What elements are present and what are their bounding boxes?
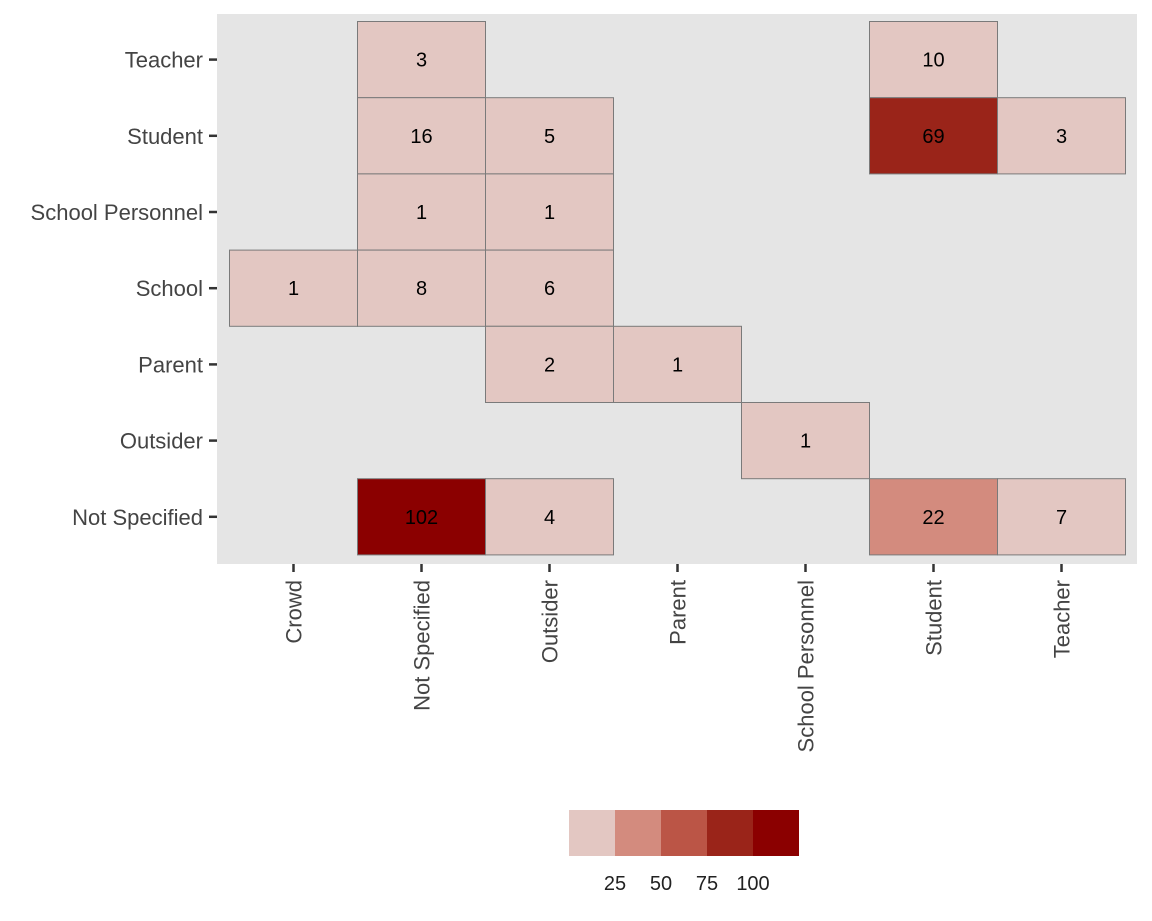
x-axis: Crowd Not Specified Outsider Parent School P… [282, 564, 1075, 752]
x-tick-label-teacher: Teacher [1050, 580, 1075, 658]
y-tick-label-parent: Parent [138, 352, 203, 377]
legend-swatch-1 [569, 810, 615, 856]
cell-not-specified-not-specified [357, 478, 486, 556]
cell-teacher-not-specified [357, 21, 486, 99]
cell-student-not-specified [357, 97, 486, 175]
cell-teacher-not-specified-label: 3 [416, 50, 427, 72]
legend-tick-label-75: 75 [696, 873, 718, 895]
cell-student-student-label: 69 [922, 126, 944, 148]
cell-student-student [869, 97, 998, 175]
cell-student-teacher-label: 3 [1056, 126, 1067, 148]
y-tick-label-school-personnel: School Personnel [31, 200, 203, 225]
cell-student-teacher [997, 97, 1126, 175]
cell-not-specified-outsider-label: 4 [544, 507, 555, 529]
y-tick-label-outsider: Outsider [120, 429, 203, 454]
cell-parent-parent [613, 325, 742, 403]
cell-school-personnel-not-specified [357, 173, 486, 251]
heatmap-cells: 3 10 16 5 69 3 1 1 1 8 6 2 1 1 102 4 22 7 [229, 21, 1126, 556]
cell-school-outsider-label: 6 [544, 278, 555, 300]
x-tick-label-school-personnel: School Personnel [794, 580, 819, 752]
cell-teacher-student [869, 21, 998, 99]
cell-parent-parent-label: 1 [672, 354, 683, 376]
legend-tick-label-100: 100 [736, 873, 769, 895]
cell-parent-outsider [485, 325, 614, 403]
legend-tick-label-50: 50 [650, 873, 672, 895]
cell-student-outsider-label: 5 [544, 126, 555, 148]
legend-tick-label-25: 25 [604, 873, 626, 895]
cell-school-not-specified-label: 8 [416, 278, 427, 300]
cell-parent-outsider-label: 2 [544, 354, 555, 376]
cell-school-crowd-label: 1 [288, 278, 299, 300]
cell-not-specified-teacher [997, 478, 1126, 556]
cell-school-outsider [485, 249, 614, 327]
x-tick-label-outsider: Outsider [538, 580, 563, 663]
x-tick-label-student: Student [922, 580, 947, 656]
cell-not-specified-outsider [485, 478, 614, 556]
legend-swatch-5 [753, 810, 799, 856]
cell-not-specified-not-specified-label: 102 [405, 507, 438, 529]
legend-swatch-3 [661, 810, 707, 856]
cell-not-specified-student-label: 22 [922, 507, 944, 529]
legend-swatch-2 [615, 810, 661, 856]
cell-teacher-student-label: 10 [922, 50, 944, 72]
x-tick-label-crowd: Crowd [282, 580, 307, 644]
cell-school-crowd [229, 249, 358, 327]
cell-school-personnel-outsider [485, 173, 614, 251]
cell-student-not-specified-label: 16 [410, 126, 432, 148]
cell-not-specified-student [869, 478, 998, 556]
cell-school-personnel-not-specified-label: 1 [416, 202, 427, 224]
cell-student-outsider [485, 97, 614, 175]
y-tick-label-not-specified: Not Specified [72, 505, 203, 530]
x-tick-label-not-specified: Not Specified [410, 580, 435, 711]
color-legend: 25 50 75 100 [569, 810, 799, 895]
x-tick-label-parent: Parent [666, 580, 691, 645]
y-axis: Not Specified Outsider Parent School School … [31, 48, 217, 530]
cell-school-personnel-outsider-label: 1 [544, 202, 555, 224]
y-tick-label-school: School [136, 276, 203, 301]
y-tick-label-teacher: Teacher [125, 48, 203, 73]
cell-school-not-specified [357, 249, 486, 327]
legend-swatch-4 [707, 810, 753, 856]
y-tick-label-student: Student [127, 124, 203, 149]
cell-outsider-school-personnel [741, 402, 870, 480]
cell-outsider-school-personnel-label: 1 [800, 431, 811, 453]
cell-not-specified-teacher-label: 7 [1056, 507, 1067, 529]
